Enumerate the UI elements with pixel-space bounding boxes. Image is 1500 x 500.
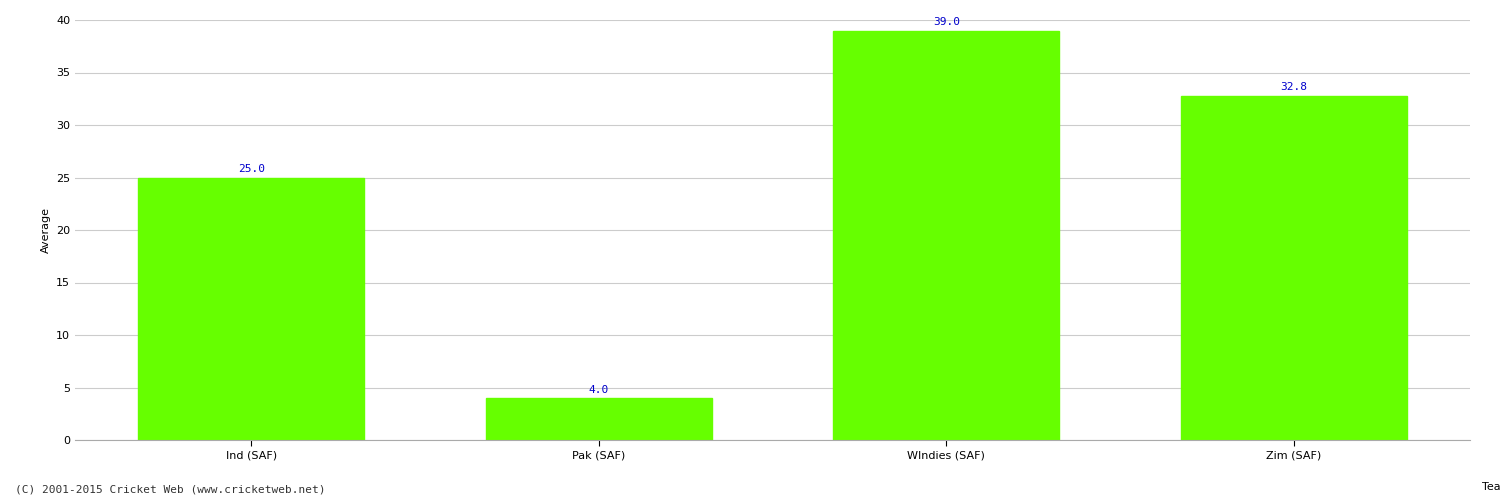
Bar: [1180, 96, 1407, 440]
Text: (C) 2001-2015 Cricket Web (www.cricketweb.net): (C) 2001-2015 Cricket Web (www.cricketwe…: [15, 485, 326, 495]
Text: 4.0: 4.0: [588, 385, 609, 395]
Text: 32.8: 32.8: [1280, 82, 1306, 92]
Text: 39.0: 39.0: [933, 18, 960, 28]
Bar: [486, 398, 711, 440]
Y-axis label: Average: Average: [40, 207, 51, 253]
Text: 25.0: 25.0: [238, 164, 266, 174]
Bar: [834, 30, 1059, 440]
Bar: [138, 178, 364, 440]
Text: Team: Team: [1482, 482, 1500, 492]
